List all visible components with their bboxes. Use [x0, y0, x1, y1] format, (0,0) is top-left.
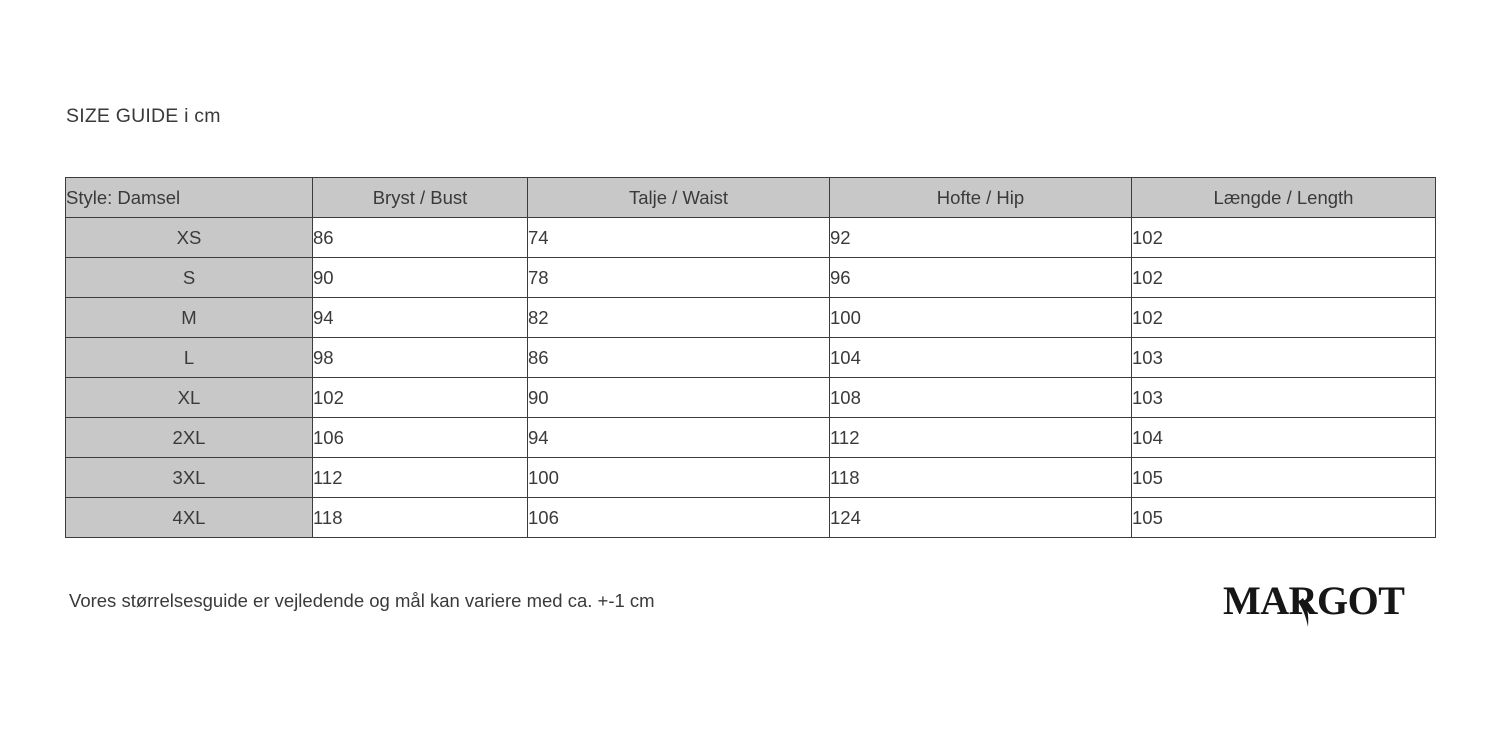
- column-header-bust: Bryst / Bust: [312, 177, 528, 218]
- length-value: 102: [1131, 257, 1436, 298]
- length-value: 102: [1131, 217, 1436, 258]
- hip-value: 92: [829, 217, 1132, 258]
- waist-value: 86: [527, 337, 830, 378]
- column-header-waist: Talje / Waist: [527, 177, 830, 218]
- waist-value: 78: [527, 257, 830, 298]
- page-title: SIZE GUIDE i cm: [66, 105, 221, 127]
- hip-value: 100: [829, 297, 1132, 338]
- size-label: 2XL: [65, 417, 313, 458]
- table-row: M 94 82 100 102: [65, 297, 1436, 338]
- waist-value: 90: [527, 377, 830, 418]
- size-label: S: [65, 257, 313, 298]
- brand-wordmark: MARGOT: [1223, 578, 1405, 623]
- table-row: XS 86 74 92 102: [65, 217, 1436, 258]
- size-label: M: [65, 297, 313, 338]
- hip-value: 108: [829, 377, 1132, 418]
- table-header-row: Style: Damsel Bryst / Bust Talje / Waist…: [65, 177, 1436, 218]
- size-label: 4XL: [65, 497, 313, 538]
- bust-value: 102: [312, 377, 528, 418]
- bust-value: 98: [312, 337, 528, 378]
- size-label: XL: [65, 377, 313, 418]
- table-row: 2XL 106 94 112 104: [65, 417, 1436, 458]
- hip-value: 104: [829, 337, 1132, 378]
- hip-value: 96: [829, 257, 1132, 298]
- waist-value: 82: [527, 297, 830, 338]
- bust-value: 112: [312, 457, 528, 498]
- waist-value: 106: [527, 497, 830, 538]
- bust-value: 90: [312, 257, 528, 298]
- waist-value: 100: [527, 457, 830, 498]
- column-header-length: Længde / Length: [1131, 177, 1436, 218]
- length-value: 105: [1131, 457, 1436, 498]
- table-row: S 90 78 96 102: [65, 257, 1436, 298]
- waist-value: 74: [527, 217, 830, 258]
- logo-flourish: [1298, 598, 1309, 627]
- hip-value: 112: [829, 417, 1132, 458]
- bust-value: 94: [312, 297, 528, 338]
- table-row: 3XL 112 100 118 105: [65, 457, 1436, 498]
- hip-value: 124: [829, 497, 1132, 538]
- column-header-style: Style: Damsel: [65, 177, 313, 218]
- length-value: 104: [1131, 417, 1436, 458]
- bust-value: 86: [312, 217, 528, 258]
- hip-value: 118: [829, 457, 1132, 498]
- size-label: 3XL: [65, 457, 313, 498]
- bust-value: 106: [312, 417, 528, 458]
- length-value: 102: [1131, 297, 1436, 338]
- length-value: 103: [1131, 337, 1436, 378]
- size-label: XS: [65, 217, 313, 258]
- size-guide-table: Style: Damsel Bryst / Bust Talje / Waist…: [65, 177, 1436, 538]
- waist-value: 94: [527, 417, 830, 458]
- margot-logo: MARGOT: [1223, 578, 1438, 630]
- table-row: XL 102 90 108 103: [65, 377, 1436, 418]
- length-value: 103: [1131, 377, 1436, 418]
- bust-value: 118: [312, 497, 528, 538]
- table-row: 4XL 118 106 124 105: [65, 497, 1436, 538]
- table-row: L 98 86 104 103: [65, 337, 1436, 378]
- column-header-hip: Hofte / Hip: [829, 177, 1132, 218]
- disclaimer-text: Vores størrelsesguide er vejledende og m…: [69, 590, 655, 611]
- size-label: L: [65, 337, 313, 378]
- length-value: 105: [1131, 497, 1436, 538]
